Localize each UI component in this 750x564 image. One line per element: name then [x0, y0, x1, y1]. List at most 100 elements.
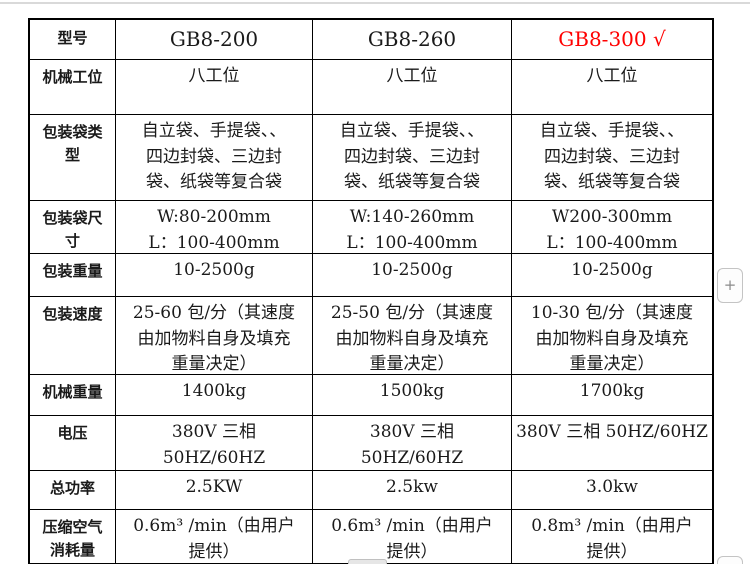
cell-text-line: 压缩空气	[42, 518, 103, 536]
cell-text-line: 总功率	[49, 479, 95, 497]
model-header-gb8-200: GB8-200	[115, 20, 312, 59]
row-label: 机械重量	[30, 375, 115, 415]
spec-cell: 10-2500g	[511, 254, 712, 296]
cell-text-line: 1500kg	[379, 381, 445, 401]
cell-text-line: 重量决定）	[171, 354, 257, 374]
spec-row: 总功率 2.5KW 2.5kw 3.0kw	[30, 470, 712, 509]
cell-text-line: 380V 三相	[369, 422, 455, 442]
cell-text-line: 重量决定）	[369, 354, 455, 374]
spec-row: 包装速度 25-60 包/分（其速度 由加物料自身及填充 重量决定） 25-50 包/分…	[30, 296, 712, 374]
row-label: 总功率	[30, 471, 115, 509]
cell-text-line: 包装重量	[42, 262, 103, 280]
cell-text-line: 50HZ/60HZ	[162, 447, 266, 468]
cell-text-line: 10-2500g	[571, 260, 653, 280]
cell-text-line: 2.5kw	[386, 477, 438, 497]
row-label: 机械工位	[30, 60, 115, 114]
cell-text-line: 机械重量	[42, 383, 103, 401]
cell-text-line: 重量决定）	[569, 354, 655, 374]
spec-cell: 1400kg	[115, 375, 312, 415]
cell-text-line: 袋、纸袋等复合袋	[344, 172, 480, 192]
spec-cell: 0.8m³ /min（由用户 提供）	[511, 510, 712, 563]
cell-text-line: 自立袋、手提袋、、	[339, 121, 485, 141]
cell-text-line: 25-50 包/分（其速度	[330, 303, 494, 323]
spec-cell: 380V 三相 50HZ/60HZ	[511, 416, 712, 470]
spec-cell: 25-60 包/分（其速度 由加物料自身及填充 重量决定）	[115, 297, 312, 374]
cell-text-line: 四边封袋、三边封	[344, 146, 480, 167]
spec-cell: W200-300mm L：100-400mm	[511, 201, 712, 253]
cell-text-line: 包装袋类	[42, 123, 103, 141]
spec-cell: W:140-260mm L：100-400mm	[312, 201, 511, 253]
spec-row: 压缩空气 消耗量 0.6m³ /min（由用户 提供） 0.6m³ /min（由用户 提供…	[30, 509, 712, 563]
cell-text-line: 机械工位	[42, 68, 103, 86]
spec-cell: 380V 三相 50HZ/60HZ	[115, 416, 312, 470]
cell-text-line: 自立袋、手提袋、、	[539, 121, 685, 141]
spec-cell: 2.5KW	[115, 471, 312, 509]
cell-text-line: L：100-400mm	[546, 232, 678, 253]
horizontal-scrollbar-thumb[interactable]	[348, 559, 387, 564]
spec-cell: 25-50 包/分（其速度 由加物料自身及填充 重量决定）	[312, 297, 511, 374]
row-label: 包装袋类型	[30, 115, 115, 200]
cell-text-line: 380V 三相	[171, 422, 257, 442]
row-label: 包装重量	[30, 254, 115, 296]
spec-row: 机械工位 八工位 八工位 八工位	[30, 59, 712, 114]
zoom-in-button[interactable]: +	[717, 268, 743, 303]
row-label: 包装速度	[30, 297, 115, 374]
cell-text-line: 0.8m³ /min（由用户	[531, 516, 693, 536]
spec-cell: 2.5kw	[312, 471, 511, 509]
cell-text-line: 四边封袋、三边封	[544, 146, 680, 167]
cell-text-line: 四边封袋、三边封	[146, 146, 282, 167]
cell-text-line: L：100-400mm	[148, 232, 280, 253]
cell-text-line: W:140-260mm	[349, 207, 475, 227]
model-header-gb8-260: GB8-260	[312, 20, 511, 59]
zoom-out-button-partial[interactable]	[717, 556, 743, 564]
cell-text-line: 电压	[57, 424, 88, 442]
cell-text-line: 25-60 包/分（其速度	[132, 303, 296, 323]
cell-text-line: 袋、纸袋等复合袋	[146, 172, 282, 192]
cell-text-line: 型	[64, 145, 80, 164]
spec-cell: W:80-200mm L：100-400mm	[115, 201, 312, 253]
cell-text-line: 提供）	[386, 541, 438, 562]
cell-text-line: 八工位	[188, 66, 240, 86]
spec-cell: 自立袋、手提袋、、 四边封袋、三边封 袋、纸袋等复合袋	[511, 115, 712, 200]
cell-text-line: 10-30 包/分（其速度	[530, 303, 694, 323]
cell-text-line: 由加物料自身及填充	[535, 328, 689, 349]
cell-text-line: 3.0kw	[586, 477, 638, 497]
cell-text-line: W:80-200mm	[157, 207, 271, 227]
spec-cell: 380V 三相 50HZ/60HZ	[312, 416, 511, 470]
cell-text-line: 1700kg	[579, 381, 645, 401]
spec-cell: 0.6m³ /min（由用户 提供）	[115, 510, 312, 563]
cell-text-line: 10-2500g	[371, 260, 453, 280]
spec-row: 机械重量 1400kg 1500kg 1700kg	[30, 374, 712, 415]
spec-row: 包装袋尺寸 W:80-200mm L：100-400mm W:140-260mm L：1…	[30, 200, 712, 253]
cell-text-line: 寸	[64, 231, 80, 250]
cell-text-line: 消耗量	[49, 540, 95, 559]
spec-cell: 10-2500g	[312, 254, 511, 296]
spec-row: 电压 380V 三相 50HZ/60HZ 380V 三相 50HZ/60HZ 380V 三…	[30, 415, 712, 470]
cell-text-line: 2.5KW	[185, 477, 243, 497]
cell-text-line: 0.6m³ /min（由用户	[331, 516, 493, 536]
cell-text-line: 八工位	[586, 66, 638, 86]
cell-text-line: 380V 三相 50HZ/60HZ	[516, 422, 708, 442]
spec-cell: 3.0kw	[511, 471, 712, 509]
cell-text-line: 袋、纸袋等复合袋	[544, 172, 680, 192]
cell-text-line: 八工位	[386, 66, 438, 86]
row-label: 压缩空气 消耗量	[30, 510, 115, 563]
cell-text-line: 0.6m³ /min（由用户	[133, 516, 295, 536]
cell-text-line: 50HZ/60HZ	[360, 447, 464, 468]
table-header-row: 型号 GB8-200 GB8-260 GB8-300 √	[30, 20, 712, 59]
product-spec-table: 型号 GB8-200 GB8-260 GB8-300 √ 机械工位 八工位 八工位 八…	[28, 18, 714, 564]
row-label: 包装袋尺寸	[30, 201, 115, 253]
cell-text-line: 1400kg	[181, 381, 247, 401]
spec-cell: 0.6m³ /min（由用户 提供）	[312, 510, 511, 563]
spec-cell: 八工位	[312, 60, 511, 114]
cell-text-line: 10-2500g	[173, 260, 255, 280]
cell-text-line: L：100-400mm	[346, 232, 478, 253]
header-label-model: 型号	[57, 29, 88, 47]
page-top-divider	[0, 2, 750, 4]
spec-cell: 1500kg	[312, 375, 511, 415]
cell-text-line: W200-300mm	[551, 207, 673, 227]
model-header-gb8-300: GB8-300 √	[511, 20, 712, 59]
spec-cell: 八工位	[115, 60, 312, 114]
cell-text-line: 由加物料自身及填充	[137, 328, 291, 349]
cell-text-line: 提供）	[188, 541, 240, 562]
